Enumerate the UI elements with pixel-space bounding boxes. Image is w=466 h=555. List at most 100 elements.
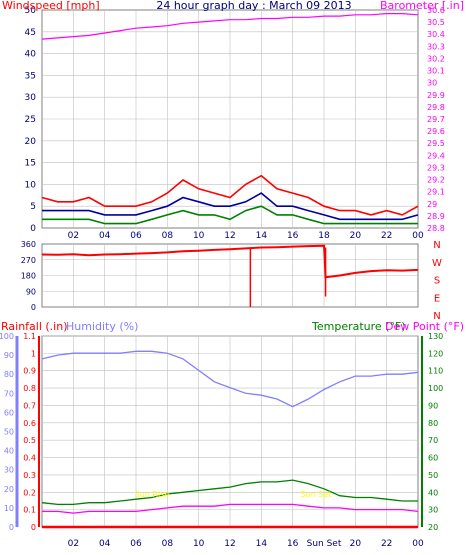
compass-label: N (433, 311, 440, 322)
y-tick-rain: 0.6 (23, 419, 36, 428)
x-tick-bottom: 16 (287, 539, 299, 549)
y-tick-rain: 0.4 (23, 454, 36, 463)
y-tick-direction: 360 (21, 240, 36, 249)
y-tick-rain: 0.7 (23, 401, 36, 410)
y-tick-barometer: 29.6 (427, 127, 445, 136)
y-tick-windspeed: 40 (25, 50, 37, 60)
temperature-line (41, 479, 418, 506)
y-tick-windspeed: 20 (25, 137, 37, 147)
y-tick-rain: 0.5 (23, 436, 36, 445)
humidity-line (41, 350, 419, 408)
x-tick-top: 12 (224, 231, 235, 241)
y-tick-temperature: 110 (428, 367, 443, 376)
y-tick-direction: 90 (26, 287, 36, 296)
compass-label: S (434, 276, 440, 287)
y-tick-temperature: 130 (428, 332, 443, 341)
x-tick-top: 18 (318, 231, 330, 241)
sunset-annotation: Sun Set (301, 490, 332, 499)
y-tick-barometer: 30.3 (427, 42, 445, 51)
y-tick-barometer: 29.7 (427, 115, 445, 124)
y-tick-temperature: 50 (428, 471, 438, 480)
y-tick-barometer: 30.1 (427, 67, 445, 76)
y-tick-direction: 180 (21, 272, 36, 281)
y-tick-barometer: 30.5 (427, 18, 445, 27)
x-tick-top: 22 (381, 231, 392, 241)
x-tick-bottom: 10 (193, 539, 205, 549)
y-tick-rain: 1 (31, 349, 36, 358)
y-tick-windspeed: 35 (25, 71, 36, 81)
wind-low-line (42, 205, 418, 225)
y-tick-windspeed: 45 (25, 28, 36, 38)
y-tick-humidity: 90 (4, 351, 14, 360)
y-tick-windspeed: 5 (30, 202, 36, 212)
y-tick-barometer: 29.2 (427, 176, 445, 185)
grid-direction (42, 244, 418, 307)
y-tick-humidity: 30 (4, 466, 14, 475)
dewpoint-label: Dew Point (°F) (385, 320, 464, 333)
x-tick-bottom: 20 (350, 539, 362, 549)
y-tick-temperature: 70 (428, 436, 438, 445)
y-tick-humidity: 80 (4, 370, 14, 379)
y-tick-temperature: 40 (428, 488, 438, 497)
y-tick-windspeed: 25 (25, 115, 36, 125)
series-top (41, 13, 419, 225)
y-tick-rain: 0.3 (23, 471, 36, 480)
y-tick-temperature: 100 (428, 384, 443, 393)
y-tick-barometer: 29.4 (427, 151, 445, 160)
y-tick-temperature: 120 (428, 349, 443, 358)
y-tick-humidity: 70 (4, 389, 14, 398)
y-tick-humidity: 50 (4, 428, 14, 437)
y-tick-barometer: 28.8 (427, 224, 445, 233)
temperature-label: Temperature (°F) (311, 320, 406, 333)
direction-line (41, 244, 419, 279)
y-tick-humidity: 0 (9, 523, 14, 532)
y-tick-temperature: 20 (428, 523, 438, 532)
y-tick-direction: 270 (21, 256, 36, 265)
y-tick-barometer: 29.5 (427, 139, 445, 148)
compass-label: N (433, 240, 440, 251)
x-tick-top: 20 (350, 231, 362, 241)
y-tick-rain: 0.1 (23, 506, 36, 515)
y-tick-temperature: 60 (428, 454, 438, 463)
x-tick-top: 02 (68, 231, 79, 241)
y-tick-temperature: 90 (428, 401, 438, 410)
x-tick-top: 14 (256, 231, 268, 241)
y-tick-humidity: 20 (4, 485, 14, 494)
x-tick-bottom: Sun Set (307, 539, 342, 549)
y-tick-barometer: 30.6 (427, 6, 445, 15)
y-tick-rain: 0.2 (23, 488, 36, 497)
wind-gust-line (41, 174, 419, 216)
y-tick-rain: 0.9 (23, 367, 36, 376)
y-tick-windspeed: 0 (30, 224, 36, 234)
y-tick-temperature: 80 (428, 419, 438, 428)
x-tick-bottom: 14 (256, 539, 268, 549)
y-tick-barometer: 28.9 (427, 212, 445, 221)
y-tick-barometer: 29.1 (427, 188, 445, 197)
y-tick-humidity: 100 (0, 332, 14, 341)
y-tick-windspeed: 30 (25, 93, 37, 103)
x-tick-top: 10 (193, 231, 205, 241)
y-tick-humidity: 60 (4, 408, 14, 417)
x-tick-bottom: 06 (130, 539, 142, 549)
x-tick-top: 08 (162, 231, 174, 241)
x-tick-bottom: 22 (381, 539, 392, 549)
y-tick-barometer: 30.4 (427, 30, 445, 39)
y-tick-barometer: 29.9 (427, 91, 445, 100)
compass-label: E (434, 293, 440, 304)
y-tick-humidity: 40 (4, 447, 14, 456)
y-tick-rain: 0 (31, 523, 36, 532)
x-tick-top: 00 (412, 231, 424, 241)
y-tick-direction: 0 (31, 303, 36, 312)
y-tick-humidity: 10 (4, 504, 14, 513)
ticks-bottom: 0 0.1 0.2 0.3 0.4 0.5 0.6 0.7 0.8 0.9 1 1.1 0 10 20 30 4… (0, 332, 443, 549)
x-tick-top: 06 (130, 231, 142, 241)
x-tick-bottom: 02 (68, 539, 79, 549)
x-tick-bottom: 08 (162, 539, 174, 549)
series-direction (41, 244, 419, 307)
y-tick-windspeed: 50 (25, 6, 37, 16)
x-tick-bottom: 12 (224, 539, 235, 549)
humidity-label: Humidity (%) (66, 320, 138, 333)
y-tick-temperature: 30 (428, 506, 438, 515)
rainfall-label: Rainfall (.in) (1, 320, 68, 333)
